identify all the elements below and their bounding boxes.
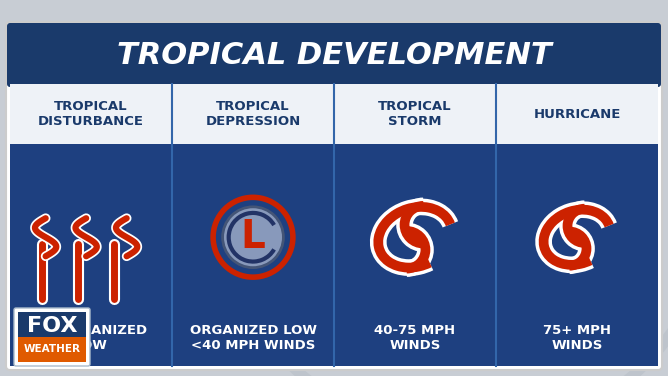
Bar xyxy=(18,312,86,337)
Text: TROPICAL
STORM: TROPICAL STORM xyxy=(378,100,452,128)
Circle shape xyxy=(222,207,283,268)
Bar xyxy=(10,144,658,366)
Text: 75+ MPH
WINDS: 75+ MPH WINDS xyxy=(543,324,611,352)
Bar xyxy=(10,84,658,144)
FancyBboxPatch shape xyxy=(14,308,90,366)
FancyBboxPatch shape xyxy=(6,22,662,370)
Bar xyxy=(10,55,658,84)
Text: TROPICAL
DISTURBANCE: TROPICAL DISTURBANCE xyxy=(38,100,144,128)
Text: ORGANIZED LOW
<40 MPH WINDS: ORGANIZED LOW <40 MPH WINDS xyxy=(190,324,317,352)
FancyBboxPatch shape xyxy=(7,23,661,87)
Text: DISORGANIZED
LOW: DISORGANIZED LOW xyxy=(34,324,148,352)
Text: 40-75 MPH
WINDS: 40-75 MPH WINDS xyxy=(375,324,456,352)
Text: L: L xyxy=(240,218,265,256)
Bar xyxy=(18,337,86,362)
Text: WEATHER: WEATHER xyxy=(23,344,81,353)
Text: HURRICANE: HURRICANE xyxy=(533,108,621,120)
Text: TROPICAL DEVELOPMENT: TROPICAL DEVELOPMENT xyxy=(117,41,551,70)
Text: FOX: FOX xyxy=(27,315,77,335)
Text: TROPICAL
DEPRESSION: TROPICAL DEPRESSION xyxy=(205,100,301,128)
